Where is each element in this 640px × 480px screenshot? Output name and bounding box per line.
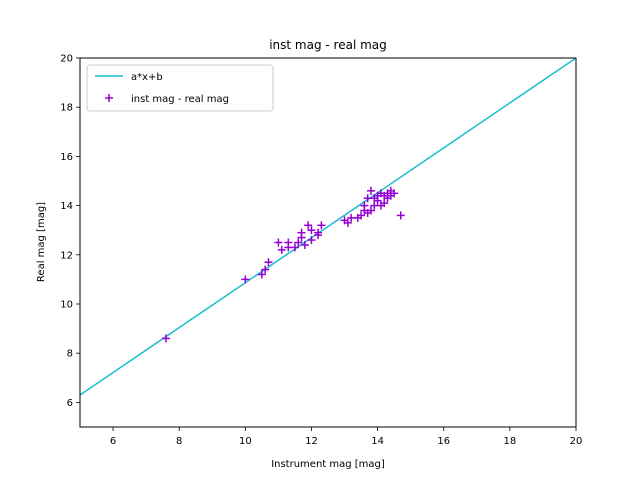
data-point [317,221,326,230]
data-point [343,218,352,227]
data-point [366,186,375,195]
data-point [390,189,399,198]
data-point [357,211,366,220]
plot-frame [79,57,577,428]
data-point [277,245,286,254]
y-tick-label: 8 [67,349,73,360]
plot-area [79,57,577,428]
x-axis-label: Instrument mag [mag] [271,459,385,470]
data-point [257,270,266,279]
legend: a*x+b inst mag - real mag [86,64,274,112]
data-point [261,265,270,274]
x-tick-label: 6 [110,436,116,447]
data-point [284,238,293,247]
x-tick-label: 16 [437,436,450,447]
y-tick-label: 6 [67,398,73,409]
y-tick-label: 10 [60,300,73,311]
data-point [314,228,323,237]
y-tick-label: 20 [60,54,73,65]
y-axis: 6 8 10 12 14 16 18 20 [60,54,80,409]
x-tick-label: 20 [570,436,583,447]
legend-box [86,64,274,112]
data-point [380,199,389,208]
data-point [290,243,299,252]
data-point [294,238,303,247]
x-tick-label: 10 [239,436,252,447]
y-tick-label: 12 [60,250,73,261]
chart-title: inst mag - real mag [269,38,387,52]
x-tick-label: 14 [371,436,384,447]
plot-background [80,58,576,427]
data-point [360,201,369,210]
y-tick-label: 14 [60,201,73,212]
data-point [264,258,273,267]
x-tick-label: 12 [305,436,318,447]
data-point [300,240,309,249]
data-point [304,221,313,230]
x-axis: 6 8 10 12 14 16 18 20 [110,427,582,447]
data-point [307,236,316,245]
data-point [307,226,316,235]
x-tick-label: 18 [503,436,516,447]
data-point [297,228,306,237]
data-point [161,334,170,343]
data-point [274,238,283,247]
data-point [241,275,250,284]
legend-label-line: a*x+b [131,72,163,83]
data-point [396,211,405,220]
x-tick-label: 8 [176,436,182,447]
y-tick-label: 18 [60,103,73,114]
y-axis-label: Real mag [mag] [36,202,47,282]
series-layer [79,57,577,396]
data-point [366,206,375,215]
legend-label-scatter: inst mag - real mag [131,94,229,105]
y-tick-label: 16 [60,152,73,163]
legend-marker-swatch [105,94,113,102]
